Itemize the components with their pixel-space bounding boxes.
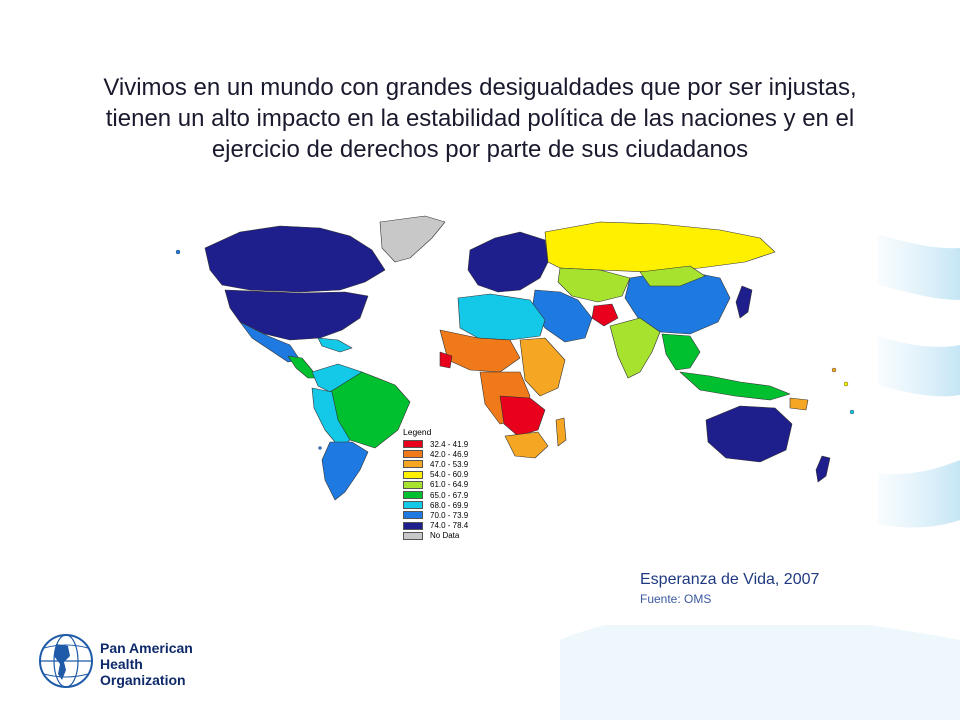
region-indonesia xyxy=(679,371,791,401)
legend-item-0: 32.4 - 41.9 xyxy=(403,439,473,449)
world-map xyxy=(175,215,855,501)
headline-line-1: Vivimos en un mundo con grandes desigual… xyxy=(103,74,857,101)
region-greenland xyxy=(379,215,446,263)
legend-swatch-1 xyxy=(403,450,423,459)
map-legend: Legend 32.4 - 41.9 42.0 - 46.9 47.0 - 53… xyxy=(403,427,473,541)
region-southern-cone xyxy=(321,441,369,501)
caption-source: Fuente: OMS xyxy=(640,592,712,606)
legend-item-4: 61.0 - 64.9 xyxy=(403,480,473,490)
legend-swatch-5 xyxy=(403,491,423,500)
region-india xyxy=(609,317,661,379)
legend-label-9: No Data xyxy=(430,531,460,541)
organization-name-line-1: Pan American xyxy=(100,640,193,656)
legend-label-3: 54.0 - 60.9 xyxy=(430,470,469,480)
region-usa xyxy=(224,289,369,341)
caption-title: Esperanza de Vida, 2007 xyxy=(640,571,820,588)
region-europe xyxy=(467,231,549,293)
headline: Vivimos en un mundo con grandes desigual… xyxy=(40,72,920,165)
legend-swatch-8 xyxy=(403,521,423,530)
organization-name-line-3: Organization xyxy=(100,672,186,688)
legend-swatch-2 xyxy=(403,460,423,469)
legend-item-3: 54.0 - 60.9 xyxy=(403,470,473,480)
region-east-africa xyxy=(519,337,566,397)
region-canada xyxy=(204,225,386,293)
region-north-africa xyxy=(457,293,546,341)
map-caption: Esperanza de Vida, 2007 Fuente: OMS xyxy=(640,570,819,608)
paho-globe-logo-icon xyxy=(39,634,93,688)
legend-label-8: 74.0 - 78.4 xyxy=(430,521,469,531)
region-west-africa xyxy=(439,329,521,373)
region-new-zealand xyxy=(815,455,831,483)
organization-name: Pan American Health Organization xyxy=(100,640,193,688)
region-madagascar xyxy=(555,417,567,447)
world-map-panel xyxy=(160,205,878,625)
region-southern-africa xyxy=(504,431,549,459)
region-australia xyxy=(705,405,793,463)
legend-item-1: 42.0 - 46.9 xyxy=(403,449,473,459)
legend-label-0: 32.4 - 41.9 xyxy=(430,439,469,449)
region-russia xyxy=(544,221,776,273)
legend-label-7: 70.0 - 73.9 xyxy=(430,510,469,520)
region-sierra-leone xyxy=(439,351,453,369)
legend-swatch-7 xyxy=(403,511,423,520)
legend-swatch-6 xyxy=(403,501,423,510)
organization-name-line-2: Health xyxy=(100,656,143,672)
legend-item-8: 74.0 - 78.4 xyxy=(403,521,473,531)
legend-swatch-0 xyxy=(403,440,423,449)
region-southern-central-africa xyxy=(499,395,546,437)
legend-label-2: 47.0 - 53.9 xyxy=(430,459,469,469)
legend-title: Legend xyxy=(403,427,432,437)
region-central-asia xyxy=(557,267,631,303)
legend-item-6: 68.0 - 69.9 xyxy=(403,500,473,510)
region-mongolia xyxy=(639,265,706,287)
headline-line-3: ejercicio de derechos por parte de sus c… xyxy=(211,136,749,163)
region-southeast-asia xyxy=(661,333,701,371)
region-afghanistan xyxy=(591,303,619,327)
legend-item-7: 70.0 - 73.9 xyxy=(403,510,473,520)
legend-item-9: No Data xyxy=(403,531,473,541)
legend-item-5: 65.0 - 67.9 xyxy=(403,490,473,500)
region-japan xyxy=(735,285,753,319)
organization-branding: Pan American Health Organization xyxy=(36,630,236,696)
legend-swatch-9 xyxy=(403,531,423,540)
legend-label-5: 65.0 - 67.9 xyxy=(430,490,469,500)
headline-line-2: tienen un alto impacto en la estabilidad… xyxy=(105,105,855,132)
legend-label-6: 68.0 - 69.9 xyxy=(430,500,469,510)
region-png xyxy=(789,397,809,411)
legend-swatch-4 xyxy=(403,480,423,489)
legend-swatch-3 xyxy=(403,470,423,479)
legend-item-2: 47.0 - 53.9 xyxy=(403,459,473,469)
legend-label-4: 61.0 - 64.9 xyxy=(430,480,469,490)
region-caribbean xyxy=(317,337,353,353)
legend-label-1: 42.0 - 46.9 xyxy=(430,449,469,459)
